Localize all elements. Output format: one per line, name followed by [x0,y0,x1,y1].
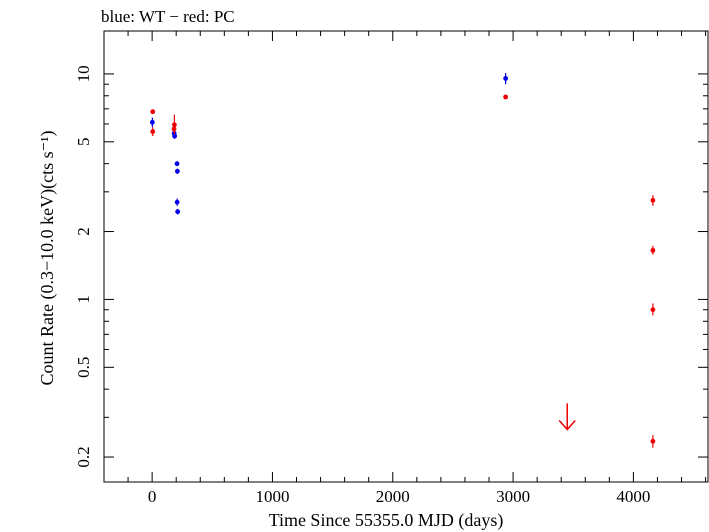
data-point [174,199,180,205]
data-point [650,307,656,313]
y-tick-label: 2 [74,227,93,236]
x-axis-ticks [103,31,707,482]
data-point [150,109,156,115]
plot-border [103,30,709,483]
chart-title: blue: WT − red: PC [101,7,235,26]
plot-frame [103,30,709,483]
series-pc [150,94,656,448]
y-tick-label: 0.2 [74,446,93,467]
data-point [174,168,180,174]
x-tick-label: 4000 [616,487,650,506]
data-point [650,438,656,444]
x-axis-label: Time Since 55355.0 MJD (days) [269,510,504,531]
y-tick-label: 5 [74,138,93,147]
series-wt [149,72,509,215]
data-point [650,247,656,253]
data-points [149,72,656,448]
data-point [150,129,156,134]
data-point [149,119,155,125]
data-point [650,197,656,203]
data-point [175,209,181,215]
x-tick-label: 1000 [255,487,289,506]
x-axis-tick-labels: 0 1000 2000 3000 4000 [148,487,651,506]
y-axis-ticks [104,73,708,458]
data-point [171,126,177,132]
y-axis-label: Count Rate (0.3−10.0 keV)(cts s⁻¹) [37,130,58,385]
y-tick-label: 1 [74,295,93,304]
y-tick-label: 10 [74,65,93,82]
x-tick-label: 3000 [496,487,530,506]
y-axis-tick-labels: 0.2 0.5 1 2 5 10 [74,65,93,467]
data-point [174,161,180,167]
data-point [503,76,509,81]
data-point [172,133,178,139]
data-point [171,122,177,128]
y-tick-label: 0.5 [74,357,93,378]
x-tick-label: 2000 [376,487,410,506]
upper-limit-arrowhead [558,419,576,431]
x-tick-label: 0 [148,487,157,506]
data-point [503,94,509,100]
